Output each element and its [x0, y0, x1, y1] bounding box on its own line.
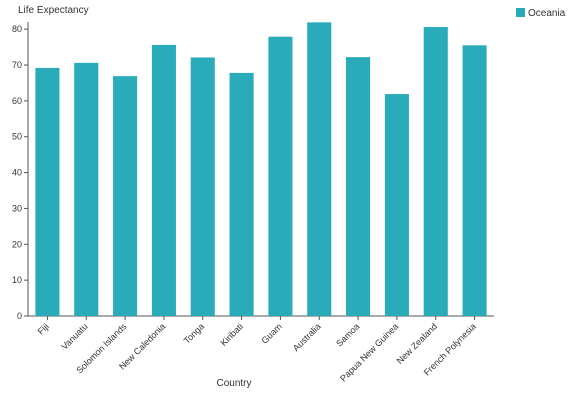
y-tick-label: 40 — [12, 168, 22, 178]
y-tick-label: 30 — [12, 203, 22, 213]
y-tick-label: 10 — [12, 275, 22, 285]
x-axis-title: Country — [216, 378, 251, 389]
x-tick-label: Samoa — [334, 321, 361, 348]
bar-australia[interactable] — [307, 22, 332, 317]
y-axis-title: Life Expectancy — [18, 5, 89, 16]
bar-tonga[interactable] — [190, 57, 215, 317]
bar-new-caledonia[interactable] — [151, 44, 176, 316]
legend-swatch-oceania — [516, 8, 525, 17]
y-tick-label: 70 — [12, 60, 22, 70]
x-tick-label: Kiribati — [218, 321, 245, 348]
x-tick-label: Vanuatu — [59, 321, 89, 351]
x-tick-label: Guam — [259, 321, 283, 345]
legend[interactable]: Oceania — [516, 8, 566, 19]
bar-french-polynesia[interactable] — [462, 45, 487, 317]
legend-label-oceania: Oceania — [528, 8, 566, 19]
y-tick-label: 60 — [12, 96, 22, 106]
bar-vanuatu[interactable] — [74, 62, 99, 316]
x-tick-label: Australia — [291, 321, 323, 353]
bar-guam[interactable] — [268, 36, 293, 316]
y-axis: 0 10 20 30 40 50 60 70 80 — [12, 22, 29, 321]
x-tick-label: Fiji — [36, 321, 51, 336]
bar-samoa[interactable] — [346, 57, 371, 316]
y-tick-label: 50 — [12, 132, 22, 142]
bar-papua-new-guinea[interactable] — [384, 94, 409, 316]
bar-kiribati[interactable] — [229, 72, 254, 316]
y-tick-label: 20 — [12, 239, 22, 249]
x-tick-label: Tonga — [182, 321, 206, 345]
bar-fiji[interactable] — [35, 67, 60, 316]
bar-new-zealand[interactable] — [423, 27, 448, 317]
bars — [35, 22, 487, 317]
y-tick-label: 0 — [17, 311, 22, 321]
bar-solomon-islands[interactable] — [113, 76, 138, 316]
y-tick-label: 80 — [12, 24, 22, 34]
